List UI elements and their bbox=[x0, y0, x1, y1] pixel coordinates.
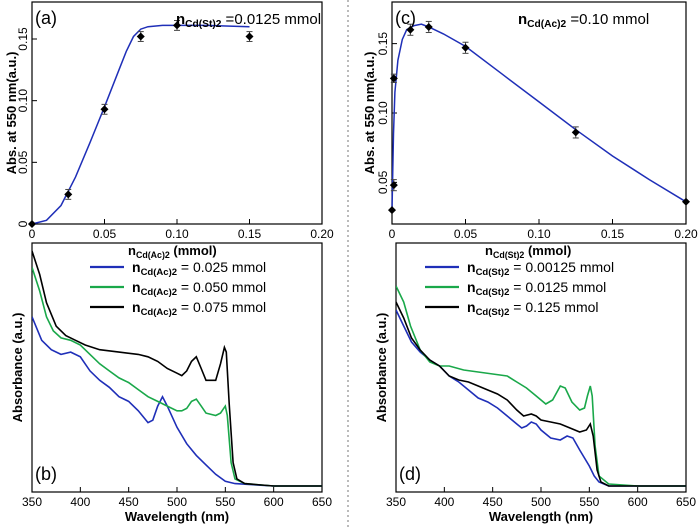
panel-label: (d) bbox=[399, 464, 421, 484]
fit-curve bbox=[391, 23, 687, 211]
data-point bbox=[571, 128, 580, 137]
spectrum-line bbox=[32, 267, 322, 487]
x-axis-title: Wavelength (nm) bbox=[489, 509, 593, 524]
x-tick-label: 0.10 bbox=[165, 227, 189, 241]
y-tick-label: 0.15 bbox=[16, 27, 30, 51]
x-tick-label: 450 bbox=[483, 495, 503, 509]
panel-b-chart: 350 400 450 500 550 600 650 nCd(Ac)2 = 0.025 mm… bbox=[10, 242, 332, 524]
x-axis-title: nCd(St)2 (mmol) bbox=[485, 243, 571, 260]
x-axis-title: nCd(Ac)2 (mmol) bbox=[128, 243, 217, 260]
data-point bbox=[28, 220, 36, 228]
y-tick-label: 0.10 bbox=[376, 101, 390, 125]
legend-entry: nCd(Ac)2 = 0.050 mmol bbox=[132, 279, 266, 298]
panel-label: (a) bbox=[35, 8, 57, 28]
y-axis-title: Absorbance (a.u.) bbox=[374, 313, 389, 423]
plot-frame bbox=[391, 1, 687, 225]
x-tick-label: 600 bbox=[264, 495, 284, 509]
legend-entry: nCd(St)2 = 0.00125 mmol bbox=[467, 259, 614, 278]
x-tick-label: 400 bbox=[70, 495, 90, 509]
spectrum-line bbox=[396, 301, 686, 487]
y-axis-title: Abs. at 550 nm(a.u.) bbox=[362, 52, 377, 175]
data-point bbox=[64, 190, 73, 199]
x-tick-label: 400 bbox=[434, 495, 454, 509]
legend-entry: nCd(St)2 = 0.0125 mmol bbox=[467, 279, 606, 298]
data-point bbox=[461, 43, 470, 52]
panel-a-chart: 0 0.05 0.10 0.15 0.20 0 0.05 0.10 0.15 (a) nCd(St)… bbox=[4, 1, 334, 260]
x-tick-label: 650 bbox=[312, 495, 332, 509]
x-tick-label: 350 bbox=[22, 495, 42, 509]
panel-label: (b) bbox=[35, 464, 57, 484]
data-point bbox=[389, 181, 398, 190]
panel-label: (c) bbox=[395, 8, 416, 28]
data-point bbox=[388, 206, 396, 215]
spectrum-line bbox=[32, 316, 322, 487]
spectrum-line bbox=[396, 285, 686, 487]
x-tick-label: 0.15 bbox=[601, 227, 625, 241]
y-axis-title: Abs. at 550 nm(a.u.) bbox=[4, 52, 19, 175]
data-point bbox=[424, 22, 433, 31]
panel-c-chart: 0 0.05 0.10 0.15 0.20 0.05 0.10 0.15 (c) nCd(Ac)2… bbox=[362, 1, 698, 260]
spectrum-line bbox=[32, 250, 322, 487]
x-tick-label: 0 bbox=[389, 227, 396, 241]
x-tick-label: 450 bbox=[119, 495, 139, 509]
x-tick-label: 0.20 bbox=[310, 227, 334, 241]
legend-entry: nCd(Ac)2 = 0.075 mmol bbox=[132, 299, 266, 318]
data-point bbox=[245, 32, 254, 41]
x-tick-label: 350 bbox=[386, 495, 406, 509]
data-point bbox=[173, 21, 181, 30]
data-point bbox=[136, 32, 145, 41]
x-tick-label: 0 bbox=[29, 227, 36, 241]
x-axis-title: Wavelength (nm) bbox=[125, 509, 229, 524]
fit-curve bbox=[31, 24, 250, 225]
x-tick-label: 650 bbox=[676, 495, 696, 509]
x-tick-label: 500 bbox=[167, 495, 187, 509]
legend-entry: nCd(St)2 = 0.125 mmol bbox=[467, 299, 599, 318]
x-tick-label: 0.15 bbox=[238, 227, 262, 241]
data-point bbox=[406, 25, 415, 34]
x-tick-label: 550 bbox=[215, 495, 235, 509]
concentration-note: nCd(St)2 =0.0125 mmol bbox=[176, 11, 321, 30]
plot-frame bbox=[31, 1, 323, 225]
legend-entry: nCd(Ac)2 = 0.025 mmol bbox=[132, 259, 266, 278]
x-tick-label: 500 bbox=[531, 495, 551, 509]
y-tick-label: 0.05 bbox=[16, 150, 30, 174]
data-point bbox=[682, 197, 690, 206]
concentration-note: nCd(Ac)2 =0.10 mmol bbox=[518, 11, 649, 30]
spectrum-line bbox=[396, 309, 686, 487]
data-point bbox=[389, 74, 398, 83]
data-point bbox=[100, 105, 109, 114]
x-tick-label: 550 bbox=[579, 495, 599, 509]
x-tick-label: 0.05 bbox=[454, 227, 478, 241]
x-tick-label: 600 bbox=[628, 495, 648, 509]
y-tick-label: 0.05 bbox=[376, 170, 390, 194]
y-axis-title: Absorbance (a.u.) bbox=[10, 313, 25, 423]
x-tick-label: 0.05 bbox=[93, 227, 117, 241]
y-tick-label: 0.10 bbox=[16, 89, 30, 113]
y-tick-label: 0.15 bbox=[376, 32, 390, 56]
y-tick-label: 0 bbox=[16, 220, 30, 227]
x-tick-label: 0.20 bbox=[674, 227, 698, 241]
panel-d-chart: 350 400 450 500 550 600 650 nCd(St)2 = 0.00125 … bbox=[374, 242, 696, 524]
x-tick-label: 0.10 bbox=[527, 227, 551, 241]
